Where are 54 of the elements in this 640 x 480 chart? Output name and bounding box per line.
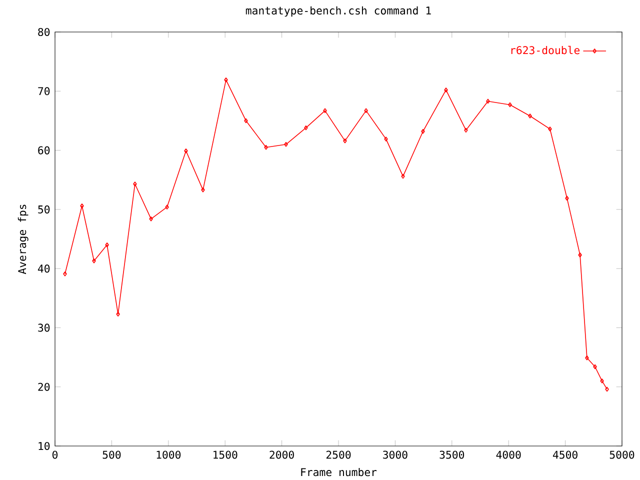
- point: [486, 98, 490, 104]
- point: [105, 242, 109, 248]
- point: [92, 258, 96, 264]
- point: [149, 216, 153, 222]
- point: [133, 182, 137, 186]
- point: [565, 196, 569, 201]
- point: [323, 108, 327, 114]
- point: [444, 88, 448, 92]
- x-tick-label: 5000: [610, 450, 634, 459]
- point: [600, 378, 604, 384]
- x-tick-label: 500: [102, 450, 121, 459]
- x-tick-label: 4000: [496, 450, 521, 459]
- y-axis-title: Average fps: [18, 204, 28, 274]
- x-tick-label: 1500: [214, 450, 238, 459]
- chart-title: mantatype-bench.csh command 1: [246, 6, 431, 17]
- y-tick-label: 80: [38, 28, 50, 36]
- x-tick-label: 0: [52, 450, 58, 459]
- point: [401, 174, 405, 179]
- x-tick-label: 3000: [383, 450, 408, 459]
- x-tick-label: 2500: [326, 450, 351, 459]
- point: [364, 108, 368, 114]
- point: [244, 118, 248, 124]
- point: [384, 136, 388, 142]
- point: [464, 128, 468, 133]
- y-tick-label: 70: [38, 87, 50, 96]
- y-tick-label: 60: [38, 146, 50, 154]
- point: [548, 126, 552, 132]
- point: [184, 148, 188, 154]
- y-tick-label: 30: [38, 324, 50, 332]
- point: [343, 138, 347, 144]
- y-tick-label: 40: [38, 264, 50, 273]
- point: [165, 204, 169, 210]
- point: [116, 312, 120, 317]
- x-tick-label: 1000: [156, 450, 181, 459]
- point: [201, 188, 205, 192]
- x-tick-label: 3500: [440, 450, 464, 459]
- point: [585, 355, 589, 360]
- point: [264, 144, 268, 150]
- legend-label: r623-double: [511, 46, 580, 54]
- x-tick-label: 2000: [270, 450, 294, 459]
- point: [224, 78, 228, 82]
- point: [528, 114, 532, 118]
- point: [593, 364, 597, 370]
- point: [304, 125, 308, 130]
- point: [80, 203, 84, 208]
- point: [508, 102, 512, 108]
- x-tick-label: 4500: [552, 450, 578, 459]
- x-axis-title: Frame number: [301, 468, 377, 476]
- point: [421, 128, 425, 134]
- y-tick-label: 50: [38, 205, 50, 214]
- point: [578, 252, 582, 258]
- y-tick-label: 20: [38, 382, 50, 391]
- y-tick-label: 10: [38, 442, 50, 450]
- point: [284, 142, 288, 147]
